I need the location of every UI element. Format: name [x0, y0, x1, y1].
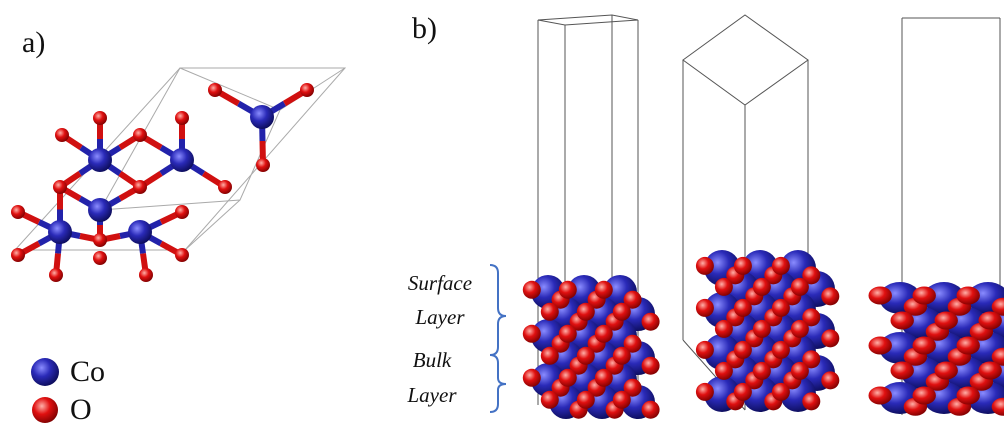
o-atom: [93, 233, 107, 247]
o-atom: [869, 287, 892, 305]
o-atom: [913, 337, 936, 355]
o-atom: [55, 128, 69, 142]
o-atom: [218, 180, 232, 194]
o-atom: [869, 337, 892, 355]
o-atom: [642, 401, 660, 419]
o-atom: [696, 341, 714, 359]
o-atom: [715, 362, 733, 380]
o-atom: [715, 320, 733, 338]
o-atom: [208, 83, 222, 97]
structure-a: [11, 83, 314, 282]
o-atom: [523, 325, 541, 343]
o-atom: [613, 391, 631, 409]
legend-swatch: [32, 397, 58, 423]
o-atom: [541, 303, 559, 321]
o-atom: [139, 268, 153, 282]
o-atom: [256, 158, 270, 172]
o-atom: [772, 341, 790, 359]
panel-label: a): [22, 26, 45, 59]
o-atom: [791, 320, 809, 338]
co-atom: [88, 148, 112, 172]
o-atom: [523, 369, 541, 387]
o-atom: [753, 362, 771, 380]
o-atom: [175, 205, 189, 219]
o-atom: [891, 312, 914, 330]
o-atom: [791, 278, 809, 296]
o-atom: [979, 312, 1002, 330]
o-atom: [559, 281, 577, 299]
o-atom: [642, 313, 660, 331]
o-atom: [935, 362, 958, 380]
layer-label: Layer: [407, 383, 458, 407]
o-atom: [734, 341, 752, 359]
o-atom: [772, 257, 790, 275]
o-atom: [93, 111, 107, 125]
o-atom: [753, 278, 771, 296]
o-atom: [559, 369, 577, 387]
panel-label: b): [412, 12, 437, 45]
o-atom: [133, 128, 147, 142]
o-atom: [979, 362, 1002, 380]
o-atom: [734, 383, 752, 401]
o-atom: [577, 303, 595, 321]
legend-label: O: [70, 393, 92, 426]
co-atom: [170, 148, 194, 172]
o-atom: [133, 180, 147, 194]
o-atom: [753, 320, 771, 338]
o-atom: [734, 299, 752, 317]
o-atom: [772, 383, 790, 401]
o-atom: [541, 347, 559, 365]
o-atom: [821, 329, 839, 347]
co-atom: [88, 198, 112, 222]
o-atom: [913, 287, 936, 305]
o-atom: [642, 357, 660, 375]
o-atom: [11, 205, 25, 219]
o-atom: [802, 392, 820, 410]
o-atom: [613, 347, 631, 365]
o-atom: [715, 278, 733, 296]
o-atom: [559, 325, 577, 343]
o-atom: [791, 362, 809, 380]
o-atom: [821, 371, 839, 389]
layer-label: Bulk: [413, 348, 452, 372]
o-atom: [175, 111, 189, 125]
layer-label: Layer: [415, 305, 466, 329]
co-atom: [250, 105, 274, 129]
layer-bracket: [490, 265, 506, 412]
o-atom: [913, 387, 936, 405]
co-atom: [48, 220, 72, 244]
o-atom: [595, 325, 613, 343]
o-atom: [300, 83, 314, 97]
o-atom: [595, 281, 613, 299]
o-atom: [734, 257, 752, 275]
o-atom: [613, 303, 631, 321]
o-atom: [595, 369, 613, 387]
o-atom: [772, 299, 790, 317]
structure-b: [523, 250, 1004, 419]
o-atom: [523, 281, 541, 299]
o-atom: [541, 391, 559, 409]
o-atom: [696, 257, 714, 275]
o-atom: [869, 387, 892, 405]
o-atom: [11, 248, 25, 262]
o-atom: [821, 287, 839, 305]
legend-label: Co: [70, 355, 105, 388]
o-atom: [53, 180, 67, 194]
o-atom: [957, 287, 980, 305]
o-atom: [935, 312, 958, 330]
o-atom: [891, 362, 914, 380]
o-atom: [696, 299, 714, 317]
o-atom: [93, 251, 107, 265]
o-atom: [696, 383, 714, 401]
o-atom: [175, 248, 189, 262]
o-atom: [49, 268, 63, 282]
legend-swatch: [31, 358, 59, 386]
figure: a) b) Co O Surface Layer Bulk Layer: [0, 0, 1004, 427]
o-atom: [957, 337, 980, 355]
o-atom: [957, 387, 980, 405]
o-atom: [577, 347, 595, 365]
o-atom: [577, 391, 595, 409]
co-atom: [128, 220, 152, 244]
layer-label: Surface: [408, 271, 472, 295]
